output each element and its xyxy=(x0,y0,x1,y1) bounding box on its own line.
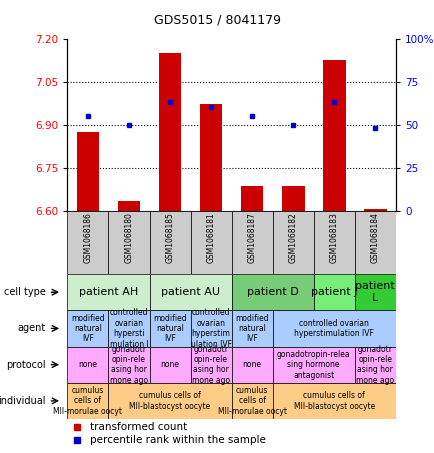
Text: GSM1068187: GSM1068187 xyxy=(247,212,256,264)
Bar xyxy=(108,211,149,274)
Text: GSM1068184: GSM1068184 xyxy=(370,212,379,264)
Text: modified
natural
IVF: modified natural IVF xyxy=(235,313,268,343)
Bar xyxy=(149,211,190,274)
Bar xyxy=(281,186,304,211)
Text: none: none xyxy=(160,360,179,369)
Bar xyxy=(108,347,149,383)
Text: patient AH: patient AH xyxy=(79,287,138,297)
Text: patient AU: patient AU xyxy=(161,287,220,297)
Bar xyxy=(240,186,263,211)
Bar xyxy=(149,310,190,347)
Bar xyxy=(363,209,386,211)
Bar xyxy=(322,60,345,211)
Bar xyxy=(149,274,231,310)
Text: GSM1068182: GSM1068182 xyxy=(288,212,297,263)
Text: cumulus cells of
MII-blastocyst oocyte: cumulus cells of MII-blastocyst oocyte xyxy=(129,391,210,410)
Bar xyxy=(272,310,395,347)
Bar xyxy=(76,132,99,211)
Bar xyxy=(231,310,272,347)
Bar xyxy=(272,211,313,274)
Text: agent: agent xyxy=(17,323,46,333)
Bar xyxy=(231,347,272,383)
Text: transformed count: transformed count xyxy=(90,422,187,432)
Bar xyxy=(67,310,108,347)
Text: patient
L: patient L xyxy=(355,281,395,303)
Text: GSM1068186: GSM1068186 xyxy=(83,212,92,264)
Text: cumulus
cells of
MII-morulae oocyt: cumulus cells of MII-morulae oocyt xyxy=(53,386,122,416)
Bar xyxy=(67,383,108,419)
Bar xyxy=(272,347,354,383)
Text: GDS5015 / 8041179: GDS5015 / 8041179 xyxy=(154,14,280,27)
Text: patient D: patient D xyxy=(246,287,298,297)
Text: none: none xyxy=(78,360,97,369)
Text: GSM1068183: GSM1068183 xyxy=(329,212,338,264)
Text: modified
natural
IVF: modified natural IVF xyxy=(153,313,187,343)
Text: percentile rank within the sample: percentile rank within the sample xyxy=(90,435,266,445)
Text: gonadotropin-relea
sing hormone
antagonist: gonadotropin-relea sing hormone antagoni… xyxy=(276,350,350,380)
Bar xyxy=(231,383,272,419)
Text: cell type: cell type xyxy=(4,287,46,297)
Text: gonadotr
opin-rele
asing hor
mone ago: gonadotr opin-rele asing hor mone ago xyxy=(355,345,394,385)
Text: none: none xyxy=(242,360,261,369)
Text: cumulus cells of
MII-blastocyst oocyte: cumulus cells of MII-blastocyst oocyte xyxy=(293,391,374,410)
Text: GSM1068180: GSM1068180 xyxy=(124,212,133,264)
Text: gonadotr
opin-rele
asing hor
mone ago: gonadotr opin-rele asing hor mone ago xyxy=(110,345,148,385)
Bar xyxy=(354,211,395,274)
Bar xyxy=(108,310,149,347)
Bar xyxy=(118,201,140,211)
Bar xyxy=(190,211,231,274)
Text: patient J: patient J xyxy=(310,287,357,297)
Text: GSM1068181: GSM1068181 xyxy=(206,212,215,263)
Bar xyxy=(158,53,181,211)
Bar xyxy=(231,211,272,274)
Text: controlled ovarian
hyperstimulation IVF: controlled ovarian hyperstimulation IVF xyxy=(294,319,373,338)
Bar xyxy=(190,347,231,383)
Bar xyxy=(313,274,354,310)
Text: protocol: protocol xyxy=(6,360,46,370)
Bar xyxy=(272,383,395,419)
Text: controlled
ovarian
hyperstim
ulation IVF: controlled ovarian hyperstim ulation IVF xyxy=(190,308,231,348)
Bar xyxy=(108,383,231,419)
Text: individual: individual xyxy=(0,396,46,406)
Bar xyxy=(67,211,108,274)
Text: modified
natural
IVF: modified natural IVF xyxy=(71,313,105,343)
Text: cumulus
cells of
MII-morulae oocyt: cumulus cells of MII-morulae oocyt xyxy=(217,386,286,416)
Bar xyxy=(313,211,354,274)
Bar xyxy=(190,310,231,347)
Text: gonadotr
opin-rele
asing hor
mone ago: gonadotr opin-rele asing hor mone ago xyxy=(191,345,230,385)
Bar xyxy=(199,105,222,211)
Bar xyxy=(149,347,190,383)
Bar xyxy=(67,274,149,310)
Text: GSM1068185: GSM1068185 xyxy=(165,212,174,264)
Text: controlled
ovarian
hypersti
mulation I: controlled ovarian hypersti mulation I xyxy=(109,308,148,348)
Bar xyxy=(231,274,313,310)
Bar xyxy=(67,347,108,383)
Bar xyxy=(354,274,395,310)
Bar xyxy=(354,347,395,383)
